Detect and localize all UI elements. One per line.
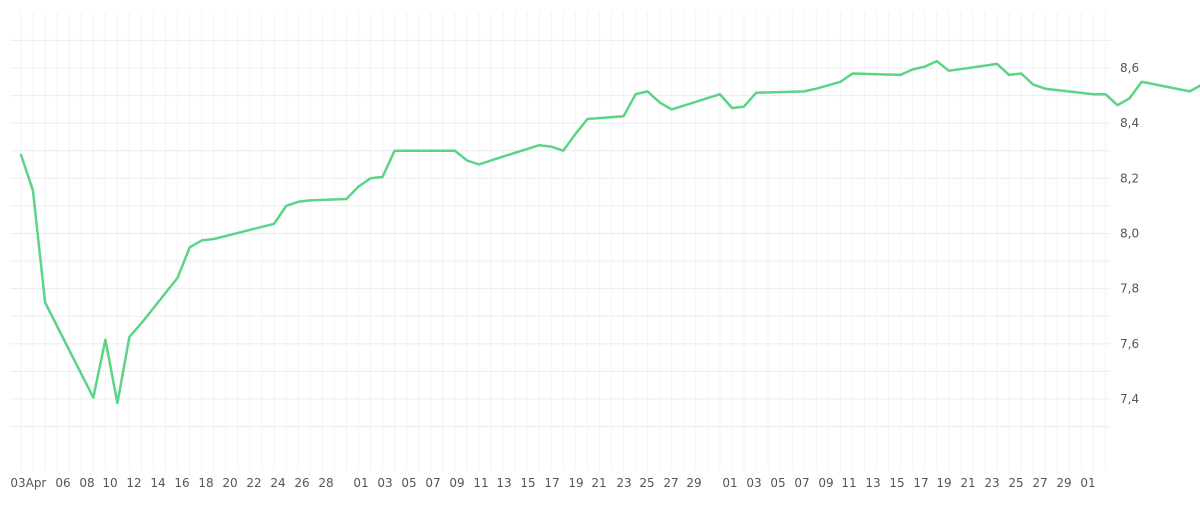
- x-tick-label: 21: [960, 476, 975, 490]
- x-tick-label: 05: [770, 476, 785, 490]
- x-tick-label: 20: [222, 476, 237, 490]
- x-tick-label: 06: [55, 476, 70, 490]
- x-tick-label: 10: [102, 476, 117, 490]
- x-tick-label: 27: [1032, 476, 1047, 490]
- y-tick-label: 7,6: [1120, 337, 1139, 351]
- x-tick-label: 25: [639, 476, 654, 490]
- x-tick-label: 19: [936, 476, 951, 490]
- y-tick-label: 8,6: [1120, 61, 1139, 75]
- x-tick-label: 08: [79, 476, 94, 490]
- x-tick-label: 29: [686, 476, 701, 490]
- x-tick-label: 03: [377, 476, 392, 490]
- x-tick-label: 11: [841, 476, 856, 490]
- x-tick-label: 07: [425, 476, 440, 490]
- x-tick-label: 03: [746, 476, 761, 490]
- x-tick-label: 03: [10, 476, 25, 490]
- y-axis: 7,4 7,6 7,8 8,0 8,2 8,4 8,6: [1120, 61, 1139, 406]
- y-tick-label: 7,8: [1120, 282, 1139, 296]
- x-tick-label: 18: [198, 476, 213, 490]
- x-tick-label: 14: [150, 476, 165, 490]
- y-tick-label: 7,4: [1120, 392, 1139, 406]
- x-tick-label: 26: [294, 476, 309, 490]
- x-tick-label: 21: [591, 476, 606, 490]
- x-tick-label: 25: [1008, 476, 1023, 490]
- x-tick-label: 01: [722, 476, 737, 490]
- grid-layer: [10, 12, 1110, 470]
- x-tick-label: Apr: [26, 476, 47, 490]
- x-tick-label: 23: [616, 476, 631, 490]
- x-tick-label: 09: [818, 476, 833, 490]
- y-tick-label: 8,2: [1120, 171, 1139, 185]
- x-tick-label: 11: [473, 476, 488, 490]
- x-tick-label: 16: [174, 476, 189, 490]
- x-tick-label: 29: [1056, 476, 1071, 490]
- x-tick-label: 13: [865, 476, 880, 490]
- series-layer: [19, 59, 1200, 405]
- x-tick-label: 24: [270, 476, 285, 490]
- x-tick-label: 13: [496, 476, 511, 490]
- x-tick-label: 15: [520, 476, 535, 490]
- x-tick-label: 19: [568, 476, 583, 490]
- x-axis: 03 Apr 06 08 10 12 14 16 18 20 22 24 26 28 01 03 05 07 09 1…: [10, 476, 1095, 490]
- x-tick-label: 27: [663, 476, 678, 490]
- x-tick-label: 28: [318, 476, 333, 490]
- x-tick-label: 15: [889, 476, 904, 490]
- series-line: [19, 59, 1200, 405]
- x-tick-label: 12: [126, 476, 141, 490]
- x-tick-label: 01: [353, 476, 368, 490]
- y-tick-label: 8,4: [1120, 116, 1139, 130]
- x-tick-label: 07: [794, 476, 809, 490]
- x-tick-label: 05: [401, 476, 416, 490]
- x-tick-label: 23: [984, 476, 999, 490]
- x-tick-label: 01: [1080, 476, 1095, 490]
- x-tick-label: 17: [913, 476, 928, 490]
- x-tick-label: 22: [246, 476, 261, 490]
- y-tick-label: 8,0: [1120, 227, 1139, 241]
- x-tick-label: 17: [544, 476, 559, 490]
- x-tick-label: 09: [449, 476, 464, 490]
